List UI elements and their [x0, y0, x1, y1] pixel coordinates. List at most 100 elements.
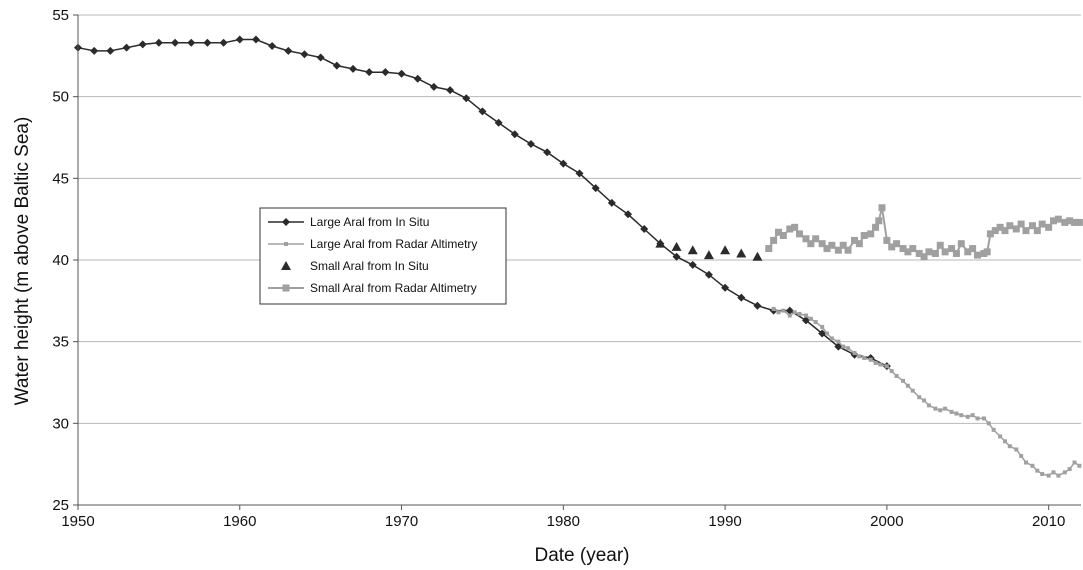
data-point: [983, 248, 991, 256]
data-point: [316, 53, 325, 62]
data-point: [910, 388, 915, 393]
legend-marker: [282, 284, 290, 292]
data-point: [154, 38, 163, 47]
data-point: [901, 378, 906, 383]
data-point: [873, 360, 878, 365]
data-point: [1056, 473, 1061, 478]
data-point: [349, 64, 358, 73]
data-point: [852, 351, 857, 356]
series-line: [77, 38, 888, 367]
data-point: [765, 245, 773, 253]
legend-marker: [281, 261, 291, 270]
data-point: [1077, 463, 1082, 468]
data-point: [888, 243, 896, 251]
data-point: [1071, 218, 1079, 226]
data-point: [1007, 444, 1012, 449]
data-point: [365, 68, 374, 77]
data-point: [991, 227, 999, 235]
data-point: [251, 35, 260, 44]
data-point: [268, 42, 277, 51]
data-point: [957, 240, 965, 248]
x-axis-title: Date (year): [534, 545, 629, 566]
data-point: [905, 383, 910, 388]
data-point: [672, 252, 681, 261]
data-point: [1038, 220, 1046, 228]
y-tick-label: 45: [52, 170, 69, 187]
data-point: [818, 329, 827, 338]
series-small-aral-from-radar-altimetry: [765, 204, 1083, 261]
data-point: [429, 82, 438, 91]
data-point: [776, 310, 781, 315]
data-point: [991, 427, 996, 432]
data-point: [1012, 225, 1020, 233]
data-point: [752, 251, 763, 261]
data-point: [931, 249, 939, 257]
data-point: [1046, 473, 1051, 478]
data-point: [187, 38, 196, 47]
data-point: [720, 245, 731, 255]
data-point: [770, 236, 778, 244]
data-point: [948, 245, 956, 253]
data-point: [959, 413, 964, 418]
y-tick-label: 50: [52, 89, 69, 106]
legend-marker: [284, 242, 288, 246]
data-point: [954, 411, 959, 416]
data-point: [797, 311, 802, 316]
data-point: [808, 316, 813, 321]
data-point: [688, 260, 697, 269]
data-point: [575, 169, 584, 178]
data-point: [998, 434, 1003, 439]
data-point: [235, 35, 244, 44]
x-tick-label: 2000: [870, 513, 903, 530]
data-point: [829, 336, 834, 341]
data-point: [893, 240, 901, 248]
data-point: [1072, 460, 1077, 465]
data-point: [969, 245, 977, 253]
data-point: [1054, 215, 1062, 223]
data-point: [1051, 470, 1056, 475]
data-point: [1062, 470, 1067, 475]
series-small-aral-from-in-situ: [655, 238, 763, 261]
data-point: [862, 356, 867, 360]
x-tick-label: 1980: [547, 513, 580, 530]
data-point: [122, 43, 131, 52]
data-point: [925, 248, 933, 256]
legend-label: Small Aral from In Situ: [310, 259, 429, 273]
y-tick-label: 30: [52, 415, 69, 432]
data-point: [1061, 218, 1069, 226]
data-point: [774, 228, 782, 236]
data-point: [791, 223, 799, 231]
data-point: [462, 94, 471, 103]
x-tick-label: 1950: [61, 513, 94, 530]
y-tick-label: 25: [52, 497, 69, 514]
data-point: [1017, 220, 1025, 228]
y-axis-title: Water height (m above Baltic Sea): [12, 117, 33, 406]
data-point: [781, 308, 786, 313]
data-point: [786, 225, 794, 233]
data-point: [510, 130, 519, 139]
data-point: [904, 248, 912, 256]
data-point: [807, 240, 815, 248]
data-point: [640, 224, 649, 233]
data-point: [943, 406, 948, 411]
grid: [78, 14, 1081, 506]
data-point: [915, 249, 923, 257]
data-point: [753, 301, 762, 310]
data-point: [607, 198, 616, 207]
data-point: [1035, 468, 1040, 473]
data-point: [1066, 217, 1074, 225]
data-point: [846, 346, 851, 351]
x-tick-label: 2010: [1032, 513, 1065, 530]
data-point: [771, 307, 776, 311]
axes: [73, 14, 1081, 510]
legend-marker: [282, 218, 290, 226]
tick-labels: 25 30 35 40 45 50 55 1950 1960 1970 1980 1990 2000 20…: [52, 7, 1065, 530]
data-point: [478, 107, 487, 116]
data-point: [875, 217, 883, 225]
data-point: [986, 230, 994, 238]
data-point: [624, 210, 633, 219]
legend-label: Large Aral from In Situ: [310, 215, 429, 229]
data-point: [737, 293, 746, 302]
data-point: [284, 46, 293, 55]
